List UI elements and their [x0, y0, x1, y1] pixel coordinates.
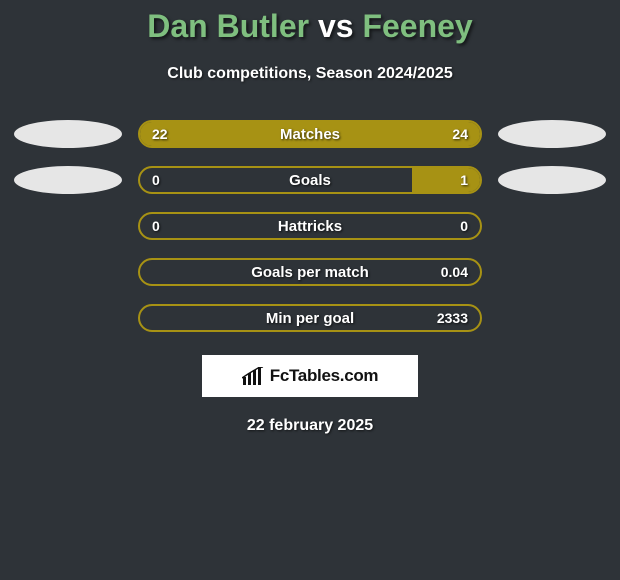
team-ellipse-right [498, 166, 606, 194]
bar-right-fill [412, 168, 480, 192]
stat-value-right: 2333 [437, 306, 468, 330]
infographic-container: Dan Butler vs Feeney Club competitions, … [0, 0, 620, 435]
team-ellipse-left [14, 120, 122, 148]
logo-box: FcTables.com [202, 355, 418, 397]
team-ellipse-left [14, 166, 122, 194]
team-ellipse-right [498, 120, 606, 148]
title-player1: Dan Butler [147, 8, 309, 44]
stat-bar: 2224Matches [138, 120, 482, 148]
stat-value-left: 0 [152, 214, 160, 238]
title-vs: vs [318, 8, 354, 44]
stat-label: Goals per match [140, 260, 480, 284]
stat-bar: 0.04Goals per match [138, 258, 482, 286]
bar-chart-icon [242, 367, 264, 385]
stat-row: 0.04Goals per match [0, 249, 620, 295]
stat-row: 2333Min per goal [0, 295, 620, 341]
subtitle: Club competitions, Season 2024/2025 [0, 65, 620, 83]
stat-value-left: 0 [152, 168, 160, 192]
stat-bar: 2333Min per goal [138, 304, 482, 332]
logo-text: FcTables.com [270, 366, 379, 386]
stat-bar: 0 0Hattricks [138, 212, 482, 240]
date: 22 february 2025 [0, 417, 620, 435]
stat-row: 2224Matches [0, 111, 620, 157]
title: Dan Butler vs Feeney [0, 8, 620, 45]
stat-label: Hattricks [140, 214, 480, 238]
stat-row: 01Goals [0, 157, 620, 203]
stat-value-left: 22 [152, 122, 168, 146]
stat-row: 0 0Hattricks [0, 203, 620, 249]
stat-bar: 01Goals [138, 166, 482, 194]
stat-label: Min per goal [140, 306, 480, 330]
stat-value-right: 0.04 [441, 260, 468, 284]
stat-value-right: 24 [452, 122, 468, 146]
stat-value-right: 1 [460, 168, 468, 192]
stats-rows: 2224Matches01Goals00Hattricks0.04Goals p… [0, 111, 620, 341]
stat-value-right: 0 [460, 214, 468, 238]
title-player2: Feeney [362, 8, 472, 44]
